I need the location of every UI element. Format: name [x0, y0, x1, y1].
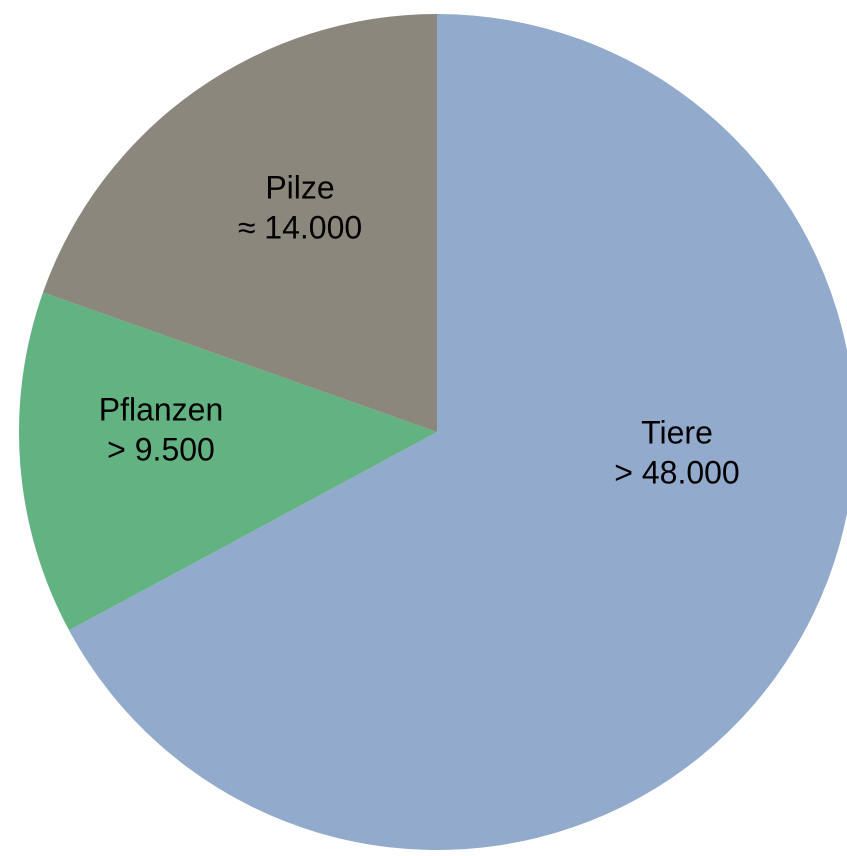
slice-value-label: ≈ 14.000: [238, 209, 362, 245]
slice-value-label: > 9.500: [107, 431, 215, 467]
chart: Tiere > 48.000 Pflanzen > 9.500 Pilze ≈ 14.00…: [0, 0, 847, 851]
slice-value-label: > 48.000: [614, 454, 739, 490]
slice-label: Pilze: [265, 169, 334, 205]
slice-label: Tiere: [641, 414, 713, 450]
slice-label: Pflanzen: [99, 391, 224, 427]
